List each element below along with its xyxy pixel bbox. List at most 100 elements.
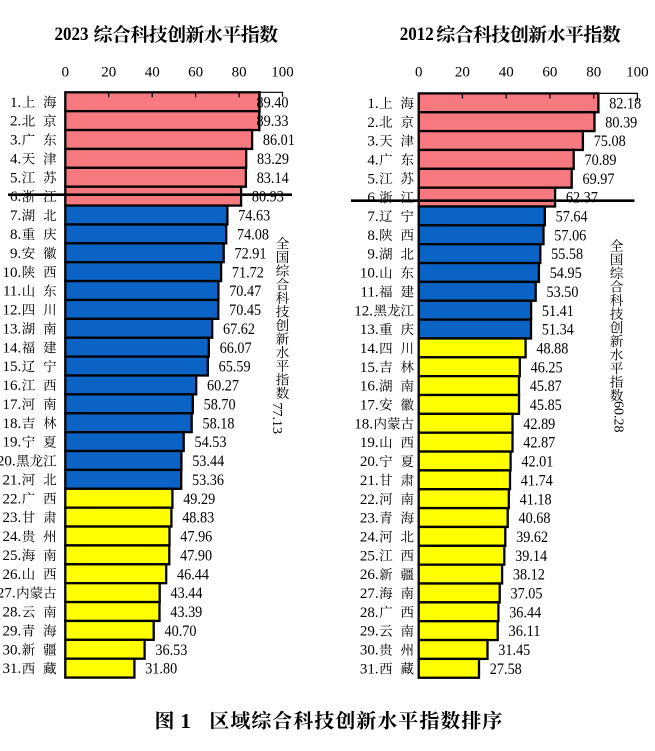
svg-text:48.83: 48.83 — [182, 510, 214, 527]
svg-text:80.93: 80.93 — [252, 189, 284, 206]
svg-text:69.97: 69.97 — [583, 171, 615, 188]
svg-text:8.: 8. — [10, 227, 21, 243]
svg-text:89.40: 89.40 — [257, 94, 289, 111]
svg-text:16.: 16. — [360, 379, 379, 395]
svg-text:14.: 14. — [360, 341, 379, 357]
svg-text:67.62: 67.62 — [223, 321, 255, 338]
svg-text:29.: 29. — [360, 624, 379, 640]
svg-text:4.: 4. — [367, 152, 378, 168]
svg-text:15.: 15. — [2, 359, 21, 375]
svg-text:71.72: 71.72 — [232, 264, 264, 281]
svg-text:40: 40 — [499, 64, 514, 80]
svg-text:62.37: 62.37 — [566, 190, 598, 207]
svg-text:22.: 22. — [360, 492, 379, 508]
svg-text:60: 60 — [542, 64, 557, 80]
svg-text:70.47: 70.47 — [229, 283, 261, 300]
svg-text:31.80: 31.80 — [145, 661, 177, 678]
svg-text:1.: 1. — [367, 96, 378, 112]
svg-text:60.28: 60.28 — [611, 401, 626, 433]
svg-text:42.01: 42.01 — [521, 454, 553, 471]
svg-text:40: 40 — [145, 64, 160, 80]
svg-text:51.34: 51.34 — [542, 322, 574, 339]
svg-text:45.87: 45.87 — [530, 378, 562, 395]
svg-text:43.44: 43.44 — [171, 585, 203, 602]
svg-text:28.: 28. — [2, 605, 21, 621]
svg-text:19.: 19. — [2, 435, 21, 451]
svg-text:45.85: 45.85 — [530, 397, 562, 414]
svg-text:24.: 24. — [2, 529, 21, 545]
svg-text:53.44: 53.44 — [192, 453, 224, 470]
svg-text:40.70: 40.70 — [165, 623, 197, 640]
svg-text:23.: 23. — [2, 510, 21, 526]
svg-text:8.: 8. — [367, 228, 378, 244]
svg-text:2012: 2012 — [400, 24, 434, 45]
svg-text:43.39: 43.39 — [170, 604, 202, 621]
svg-text:74.08: 74.08 — [237, 227, 269, 244]
svg-text:83.14: 83.14 — [257, 170, 289, 187]
svg-text:42.87: 42.87 — [523, 435, 555, 452]
svg-text:10.: 10. — [2, 265, 21, 281]
svg-text:51.41: 51.41 — [542, 303, 574, 320]
svg-text:16.: 16. — [2, 378, 21, 394]
svg-text:5.: 5. — [367, 171, 378, 187]
svg-text:1.: 1. — [10, 95, 21, 111]
svg-text:0: 0 — [62, 64, 70, 80]
svg-text:11.: 11. — [360, 284, 378, 300]
svg-text:10.: 10. — [360, 266, 379, 282]
svg-text:6.: 6. — [367, 190, 378, 206]
svg-text:37.05: 37.05 — [511, 586, 543, 603]
svg-text:26.: 26. — [360, 567, 379, 583]
svg-text:60: 60 — [188, 64, 203, 80]
svg-text:47.90: 47.90 — [180, 547, 212, 564]
svg-text:72.91: 72.91 — [235, 245, 267, 262]
svg-text:3.: 3. — [10, 133, 21, 149]
svg-text:3.: 3. — [367, 134, 378, 150]
svg-text:6.: 6. — [10, 189, 21, 205]
svg-text:58.18: 58.18 — [203, 415, 235, 432]
svg-text:25.: 25. — [360, 548, 379, 564]
svg-text:30.: 30. — [2, 642, 21, 658]
svg-text:18.: 18. — [354, 416, 373, 432]
svg-text:28.: 28. — [360, 605, 379, 621]
svg-text:18.: 18. — [2, 416, 21, 432]
svg-text:21.: 21. — [360, 473, 379, 489]
svg-text:20: 20 — [101, 64, 116, 80]
svg-text:82.18: 82.18 — [609, 95, 641, 112]
svg-text:38.12: 38.12 — [513, 567, 545, 584]
svg-text:5.: 5. — [10, 170, 21, 186]
svg-text:54.95: 54.95 — [550, 265, 582, 282]
svg-text:53.50: 53.50 — [547, 284, 579, 301]
svg-text:12.: 12. — [2, 303, 21, 319]
svg-text:77.13: 77.13 — [269, 403, 284, 435]
svg-text:46.44: 46.44 — [177, 566, 209, 583]
svg-text:26.: 26. — [2, 567, 21, 583]
svg-text:21.: 21. — [2, 472, 21, 488]
svg-text:41.74: 41.74 — [521, 472, 553, 489]
svg-text:27.: 27. — [0, 586, 16, 602]
svg-text:17.: 17. — [360, 398, 379, 414]
svg-text:57.06: 57.06 — [554, 227, 586, 244]
svg-text:27.: 27. — [360, 586, 379, 602]
svg-text:7.: 7. — [367, 209, 378, 225]
svg-text:30.: 30. — [360, 643, 379, 659]
svg-text:31.: 31. — [2, 661, 21, 677]
svg-text:9.: 9. — [367, 247, 378, 263]
svg-text:36.11: 36.11 — [509, 623, 541, 640]
svg-text:60.27: 60.27 — [207, 378, 239, 395]
svg-text:31.: 31. — [360, 661, 379, 677]
svg-text:23.: 23. — [360, 511, 379, 527]
svg-text:24.: 24. — [360, 529, 379, 545]
svg-text:48.88: 48.88 — [536, 340, 568, 357]
svg-text:49.29: 49.29 — [183, 491, 215, 508]
svg-text:39.62: 39.62 — [516, 529, 548, 546]
svg-text:100: 100 — [626, 64, 649, 80]
svg-text:13.: 13. — [360, 322, 379, 338]
svg-text:0: 0 — [415, 64, 423, 80]
svg-text:74.63: 74.63 — [238, 208, 270, 225]
svg-text:66.07: 66.07 — [220, 340, 252, 357]
svg-text:15.: 15. — [360, 360, 379, 376]
svg-text:83.29: 83.29 — [257, 151, 289, 168]
svg-text:75.08: 75.08 — [594, 133, 626, 150]
svg-text:53.36: 53.36 — [192, 472, 224, 489]
svg-text:12.: 12. — [354, 303, 373, 319]
